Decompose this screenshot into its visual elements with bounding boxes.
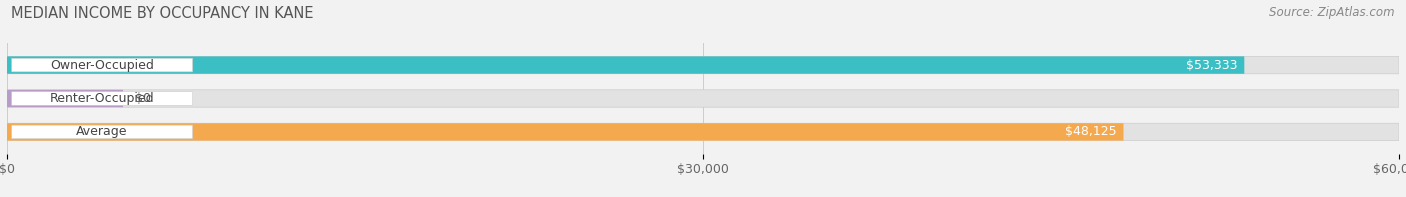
FancyBboxPatch shape xyxy=(11,92,193,105)
Text: $48,125: $48,125 xyxy=(1064,125,1116,138)
FancyBboxPatch shape xyxy=(7,123,1399,141)
FancyBboxPatch shape xyxy=(7,56,1244,74)
Text: Owner-Occupied: Owner-Occupied xyxy=(51,59,155,72)
Text: MEDIAN INCOME BY OCCUPANCY IN KANE: MEDIAN INCOME BY OCCUPANCY IN KANE xyxy=(11,6,314,21)
FancyBboxPatch shape xyxy=(7,123,1123,141)
FancyBboxPatch shape xyxy=(7,90,124,107)
Text: Source: ZipAtlas.com: Source: ZipAtlas.com xyxy=(1270,6,1395,19)
Text: Renter-Occupied: Renter-Occupied xyxy=(49,92,155,105)
FancyBboxPatch shape xyxy=(11,58,193,72)
Text: $0: $0 xyxy=(135,92,150,105)
Text: Average: Average xyxy=(76,125,128,138)
Text: $53,333: $53,333 xyxy=(1185,59,1237,72)
FancyBboxPatch shape xyxy=(7,90,1399,107)
FancyBboxPatch shape xyxy=(7,56,1399,74)
FancyBboxPatch shape xyxy=(11,125,193,139)
